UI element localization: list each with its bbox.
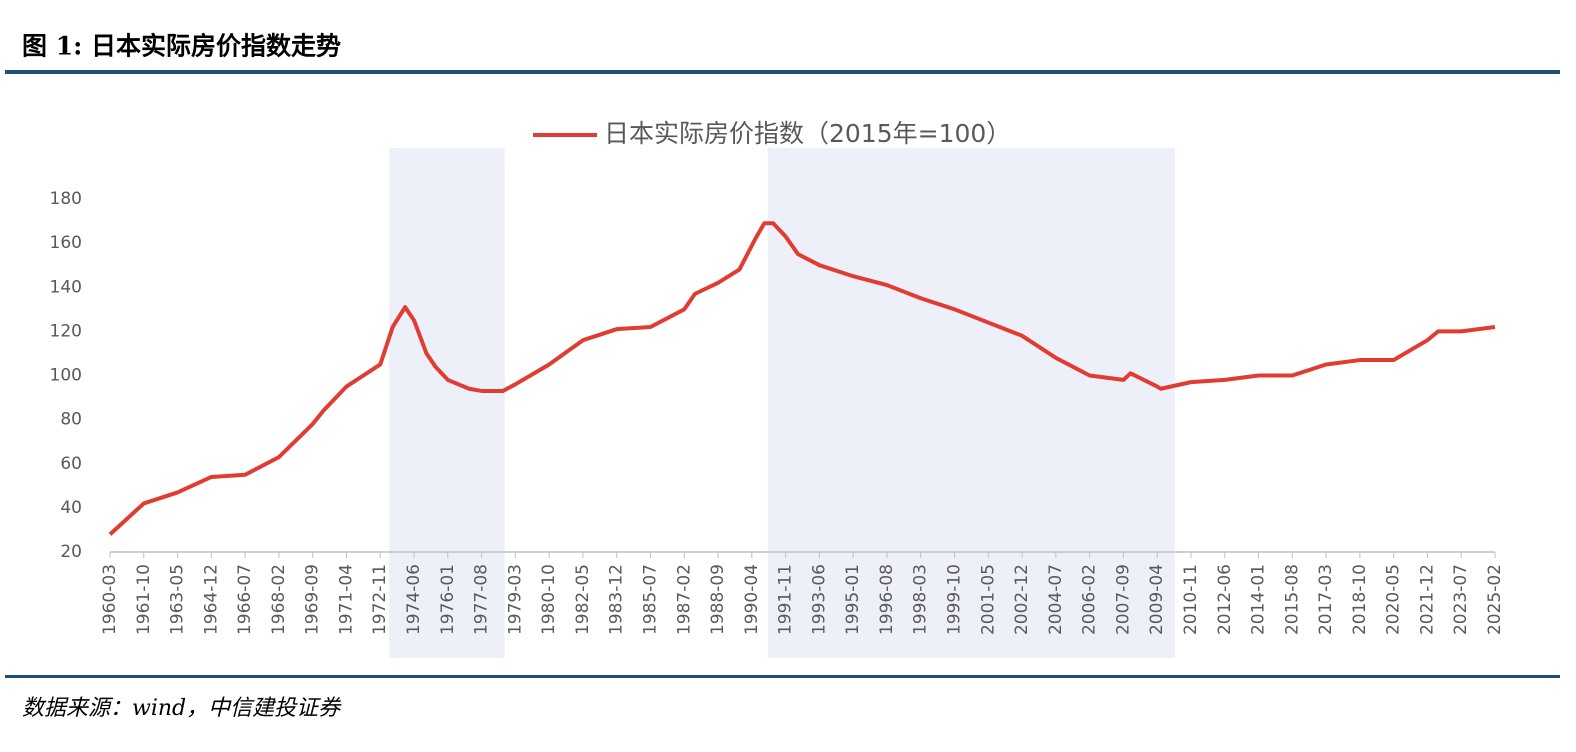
y-tick-label: 140 xyxy=(50,277,82,297)
x-tick-label: 1982-05 xyxy=(573,564,593,635)
x-tick-label: 2001-05 xyxy=(978,564,998,635)
x-tick-label: 2020-05 xyxy=(1384,564,1404,635)
x-tick-label: 2015-08 xyxy=(1282,564,1302,635)
shaded-period xyxy=(767,148,1175,658)
x-tick-label: 2023-07 xyxy=(1451,564,1471,635)
x-tick-label: 1974-06 xyxy=(404,564,424,635)
x-tick-label: 1969-09 xyxy=(303,564,323,635)
chart-title: 图 1: 日本实际房价指数走势 xyxy=(22,32,341,61)
y-tick-label: 160 xyxy=(50,233,82,253)
x-tick-label: 1961-10 xyxy=(134,564,154,635)
x-tick-label: 1983-12 xyxy=(607,564,627,635)
x-tick-label: 1972-11 xyxy=(370,564,390,635)
x-tick-label: 1987-02 xyxy=(674,564,694,635)
legend-label: 日本实际房价指数（2015年=100） xyxy=(604,119,1011,148)
header-rule xyxy=(5,70,1560,74)
x-tick-label: 2012-06 xyxy=(1215,564,1235,635)
x-tick-label: 1980-10 xyxy=(539,564,559,635)
x-tick-label: 1963-05 xyxy=(168,564,188,635)
x-tick-label: 1999-10 xyxy=(945,564,965,635)
x-tick-label: 1977-08 xyxy=(472,564,492,635)
y-tick-label: 120 xyxy=(50,321,82,341)
y-tick-label: 20 xyxy=(60,542,82,562)
x-tick-label: 1988-09 xyxy=(708,564,728,635)
x-tick-label: 2018-10 xyxy=(1350,564,1370,635)
source-note: 数据来源：wind，中信建投证券 xyxy=(22,696,342,721)
series-line xyxy=(108,221,1496,536)
y-tick-label: 80 xyxy=(60,410,82,430)
y-tick-label: 180 xyxy=(50,189,82,209)
x-tick-label: 2004-07 xyxy=(1046,564,1066,635)
x-tick-label: 1966-07 xyxy=(235,564,255,635)
footer-rule xyxy=(5,675,1560,678)
x-tick-label: 1991-11 xyxy=(776,564,796,635)
x-tick-label: 1993-06 xyxy=(809,564,829,635)
x-tick-label: 1976-01 xyxy=(438,564,458,635)
x-tick-label: 2006-02 xyxy=(1080,564,1100,635)
shaded-period xyxy=(389,148,505,658)
x-tick-label: 2017-03 xyxy=(1316,564,1336,635)
x-tick-label: 1971-04 xyxy=(336,564,356,635)
x-tick-label: 1995-01 xyxy=(843,564,863,635)
x-tick-label: 1968-02 xyxy=(269,564,289,635)
x-tick-label: 2010-11 xyxy=(1181,564,1201,635)
y-tick-label: 40 xyxy=(60,498,82,518)
x-tick-label: 2009-04 xyxy=(1147,564,1167,635)
x-tick-label: 2002-12 xyxy=(1012,564,1032,635)
x-tick-label: 1998-03 xyxy=(911,564,931,635)
x-tick-label: 2007-09 xyxy=(1113,564,1133,635)
x-tick-label: 2025-02 xyxy=(1485,564,1505,635)
x-tick-label: 1985-07 xyxy=(640,564,660,635)
x-tick-label: 1990-04 xyxy=(742,564,762,635)
x-tick-label: 1960-03 xyxy=(100,564,120,635)
y-tick-label: 60 xyxy=(60,454,82,474)
y-tick-label: 100 xyxy=(50,366,82,386)
x-tick-label: 1964-12 xyxy=(201,564,221,635)
x-tick-label: 2014-01 xyxy=(1249,564,1269,635)
x-tick-label: 1996-08 xyxy=(877,564,897,635)
x-tick-label: 1979-03 xyxy=(505,564,525,635)
x-tick-label: 2021-12 xyxy=(1417,564,1437,635)
